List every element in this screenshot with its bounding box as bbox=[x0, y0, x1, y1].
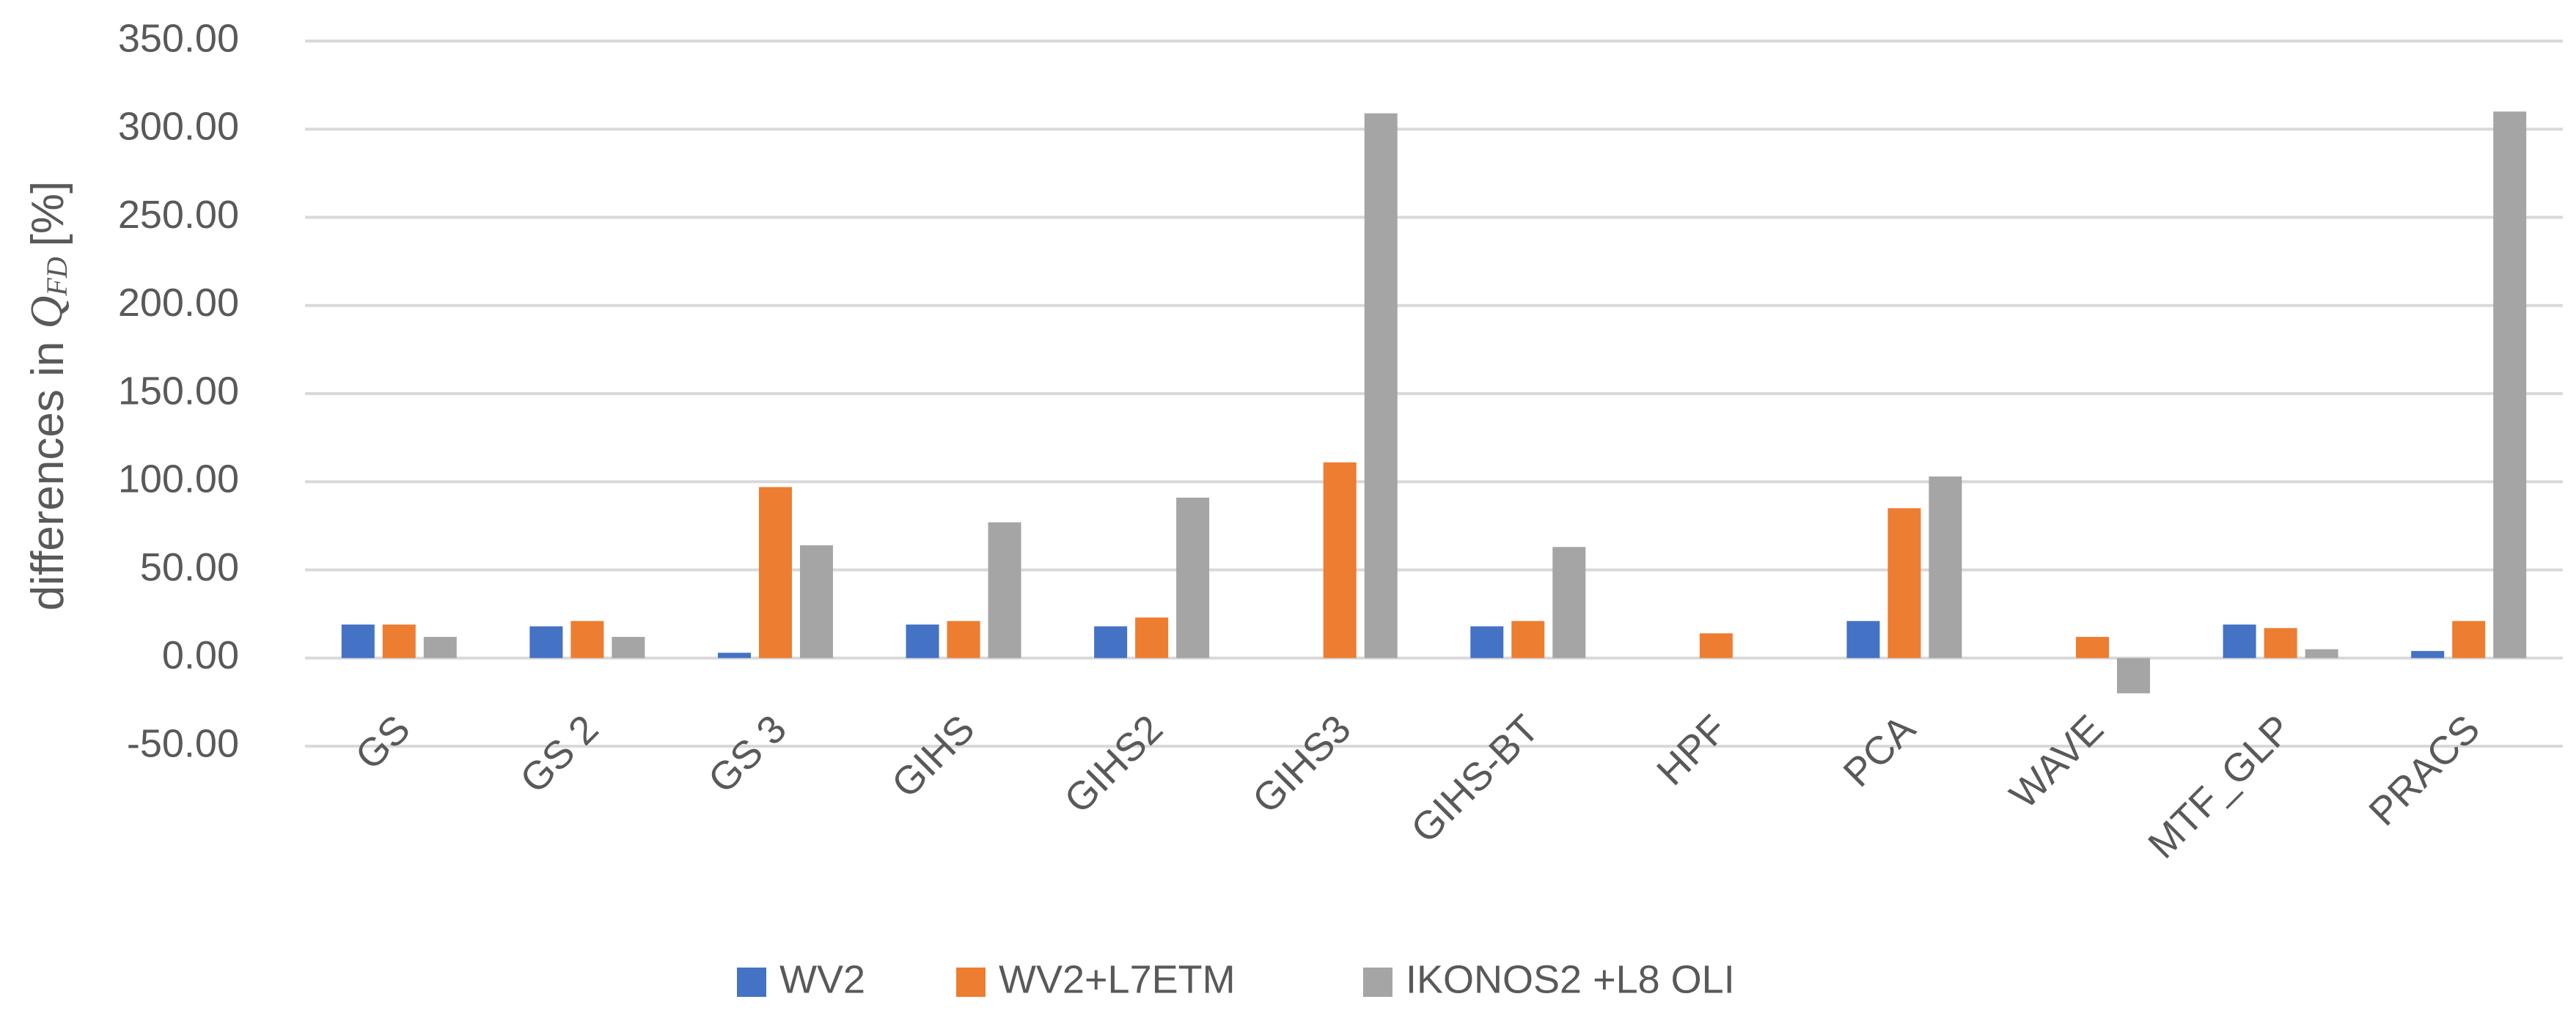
y-axis-symbol: Q bbox=[22, 296, 72, 329]
bar bbox=[758, 487, 792, 658]
bar bbox=[1887, 508, 1921, 658]
bar bbox=[799, 545, 833, 658]
bar bbox=[1470, 626, 1504, 658]
bar bbox=[341, 625, 375, 658]
bar bbox=[529, 626, 563, 658]
bar bbox=[1176, 497, 1210, 658]
y-tick-label: 50.00 bbox=[140, 545, 239, 589]
x-tick-label: GIHS-BT bbox=[1403, 707, 1547, 851]
bar bbox=[2305, 649, 2338, 658]
bar bbox=[1846, 621, 1880, 658]
bar bbox=[988, 522, 1021, 658]
y-tick-label: 350.00 bbox=[118, 16, 239, 60]
x-tick-label: GIHS2 bbox=[1056, 707, 1171, 822]
y-tick-label: 150.00 bbox=[118, 369, 239, 413]
bar bbox=[612, 636, 645, 658]
bar bbox=[1364, 113, 1398, 658]
bar bbox=[382, 625, 416, 658]
bar bbox=[1929, 476, 1962, 658]
bar bbox=[1135, 617, 1169, 658]
legend-swatch bbox=[737, 968, 766, 997]
legend-label: WV2+L7ETM bbox=[999, 957, 1236, 1001]
y-axis-title: differences in QFD [%] bbox=[22, 181, 73, 611]
bar bbox=[423, 636, 457, 658]
x-tick-label: HPF bbox=[1648, 707, 1736, 794]
bar bbox=[1699, 633, 1733, 658]
bar bbox=[1323, 462, 1357, 658]
bar bbox=[1511, 621, 1545, 658]
x-tick-label: GS 2 bbox=[512, 707, 606, 801]
x-tick-label: WAVE bbox=[2001, 707, 2112, 817]
x-tick-label: PCA bbox=[1835, 707, 1924, 795]
y-tick-label: 200.00 bbox=[118, 281, 239, 325]
x-tick-label: GS 3 bbox=[700, 707, 795, 801]
y-tick-label: 300.00 bbox=[118, 105, 239, 149]
y-tick-label: 100.00 bbox=[118, 457, 239, 501]
y-tick-label: 0.00 bbox=[162, 633, 239, 677]
legend-swatch bbox=[956, 968, 986, 997]
x-tick-label: GIHS bbox=[884, 707, 983, 806]
bar bbox=[2264, 627, 2297, 658]
y-axis-subscript: FD bbox=[40, 257, 73, 296]
bar bbox=[2411, 651, 2445, 658]
legend-swatch bbox=[1363, 968, 1392, 997]
y-axis-title-text: differences in bbox=[23, 342, 73, 611]
x-tick-label: GIHS3 bbox=[1244, 707, 1359, 822]
bar bbox=[2223, 625, 2256, 658]
y-tick-label: 250.00 bbox=[118, 193, 239, 237]
bar bbox=[717, 652, 751, 658]
y-axis-unit: [%] bbox=[23, 181, 73, 247]
bar bbox=[947, 621, 980, 658]
legend-label: IKONOS2 +L8 OLI bbox=[1406, 957, 1735, 1001]
bar bbox=[2493, 111, 2527, 658]
bar bbox=[2452, 621, 2486, 658]
bar bbox=[1552, 547, 1586, 658]
x-tick-label: GS bbox=[347, 707, 419, 778]
legend-label: WV2 bbox=[779, 957, 865, 1001]
bar bbox=[2117, 657, 2151, 693]
x-tick-label: MTF_GLP bbox=[2140, 707, 2300, 867]
bar bbox=[2076, 636, 2110, 658]
x-tick-label: PRACS bbox=[2360, 707, 2488, 834]
bar bbox=[906, 625, 939, 658]
bar bbox=[1094, 626, 1128, 658]
bar bbox=[570, 621, 604, 658]
y-tick-label: -50.00 bbox=[127, 721, 239, 765]
